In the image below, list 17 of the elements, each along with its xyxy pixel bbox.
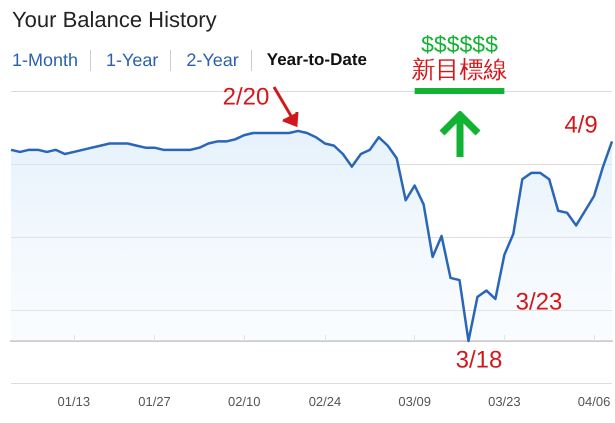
text: 1-Month	[12, 50, 92, 71]
x-tick-label: 01/27	[138, 394, 171, 409]
ref-line-label: $$$$$$ 新目標線	[412, 31, 508, 84]
text: Year-to-Date	[266, 50, 368, 71]
text: 2-Year	[186, 50, 252, 71]
annotation: 3/23	[516, 288, 562, 316]
x-tick-label: 04/06	[578, 394, 610, 409]
annotation: 4/9	[564, 112, 598, 138]
x-tick-label: 03/09	[398, 394, 431, 409]
chart-title: Your Balance History	[12, 7, 217, 33]
x-tick-label: 01/13	[58, 394, 90, 409]
x-tick-label: 02/24	[308, 394, 342, 409]
text: 3/18	[456, 346, 502, 374]
x-tick-label: 02/10	[228, 394, 260, 409]
x-tick-label: 03/23	[488, 394, 521, 409]
text: 1-Year	[106, 50, 172, 71]
text: 2/20	[222, 84, 270, 110]
